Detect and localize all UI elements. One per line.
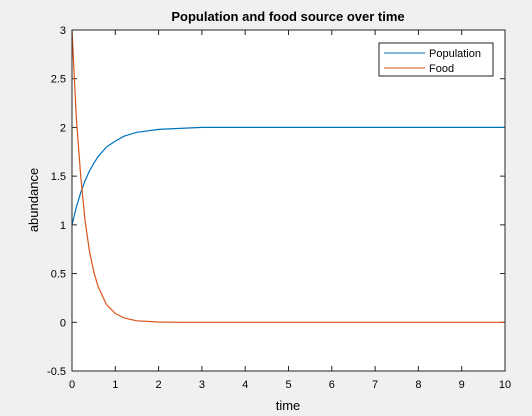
y-tick-label: 1.5 [51, 171, 66, 183]
plot-area [72, 30, 505, 371]
y-tick-label: 3 [60, 25, 66, 37]
x-tick-label: 6 [329, 379, 335, 391]
y-axis-label: abundance [26, 168, 41, 232]
series-line-food [71, 29, 505, 323]
legend: Population Food [378, 42, 494, 77]
series-lines [71, 29, 505, 323]
x-axis-ticks: 0 1 2 3 4 5 6 7 8 9 10 [69, 30, 511, 391]
x-tick-label: 10 [499, 379, 511, 391]
legend-label-population: Population [429, 48, 481, 60]
x-tick-label: 3 [199, 379, 205, 391]
x-tick-label: 5 [285, 379, 291, 391]
plot-frame [71, 29, 506, 372]
x-tick-label: 4 [242, 379, 248, 391]
y-tick-label: 0.5 [51, 269, 66, 281]
y-tick-label: 0 [60, 317, 66, 329]
x-tick-label: 9 [459, 379, 465, 391]
chart-title: Population and food source over time [171, 9, 404, 24]
x-axis-label: time [276, 398, 301, 413]
y-tick-label: 1 [60, 220, 66, 232]
x-tick-label: 2 [156, 379, 162, 391]
legend-label-food: Food [429, 63, 454, 75]
y-tick-label: 2.5 [51, 74, 66, 86]
legend-box [378, 42, 494, 77]
x-tick-label: 0 [69, 379, 75, 391]
y-tick-label: 2 [60, 122, 66, 134]
x-tick-label: 1 [112, 379, 118, 391]
series-line-population [71, 126, 505, 226]
x-tick-label: 7 [372, 379, 378, 391]
y-tick-label: -0.5 [47, 366, 66, 378]
x-tick-label: 8 [415, 379, 421, 391]
